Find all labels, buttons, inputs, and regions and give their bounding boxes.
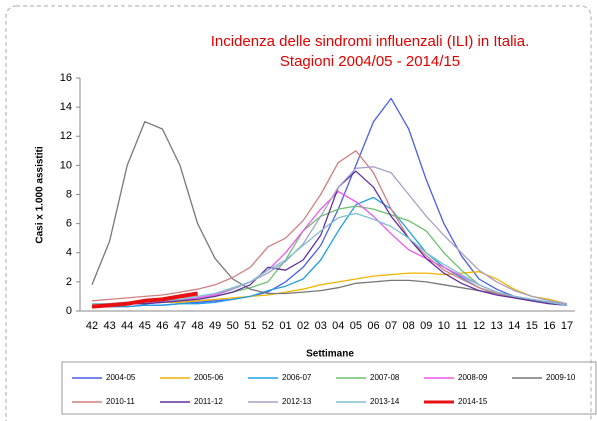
series-line (92, 212, 568, 306)
legend-label: 2012-13 (282, 397, 312, 406)
series-line (91, 150, 568, 306)
x-tick-label: 02 (297, 320, 309, 332)
y-axis-title: Casi x 1.000 assistiti (35, 146, 46, 244)
legend-label: 2009-10 (546, 373, 576, 382)
y-tick-label: 2 (66, 276, 72, 288)
chart-title: Incidenza delle sindromi influenzali (IL… (211, 33, 530, 50)
x-tick-label: 17 (561, 320, 573, 332)
x-tick-label: 06 (367, 320, 379, 332)
x-tick-label: 14 (508, 320, 520, 332)
x-tick-label: 09 (420, 320, 432, 332)
y-tick-label: 12 (60, 130, 72, 142)
x-tick-label: 47 (174, 320, 186, 332)
x-tick-label: 46 (156, 320, 168, 332)
legend-label: 2010-11 (106, 397, 135, 406)
x-tick-label: 43 (103, 320, 115, 332)
x-tick-label: 10 (438, 320, 450, 332)
x-tick-label: 50 (227, 320, 239, 332)
x-tick-label: 04 (332, 320, 344, 332)
x-axis-title: Settimane (306, 349, 354, 360)
legend-label: 2008-09 (458, 373, 488, 382)
frame (5, 5, 592, 421)
x-tick-label: 48 (191, 320, 203, 332)
legend-label: 2005-06 (194, 373, 224, 382)
legend-label: 2014-15 (458, 397, 488, 406)
y-tick-label: 14 (60, 101, 72, 113)
x-tick-label: 15 (526, 320, 538, 332)
x-tick-label: 16 (543, 320, 555, 332)
x-tick-label: 12 (473, 320, 485, 332)
y-tick-label: 8 (66, 188, 72, 200)
legend-label: 2011-12 (194, 397, 223, 406)
series-line (91, 291, 198, 309)
x-tick-label: 11 (456, 320, 467, 332)
x-tick-label: 08 (403, 320, 415, 332)
series-line (92, 196, 568, 308)
legend-label: 2013-14 (370, 397, 400, 406)
x-tick-label: 42 (86, 320, 98, 332)
x-tick-label: 51 (244, 320, 256, 332)
x-tick-label: 44 (121, 320, 133, 332)
y-tick-label: 0 (66, 305, 72, 317)
series-line (92, 205, 568, 306)
legend-box (61, 361, 597, 415)
legend-label: 2004-05 (106, 373, 136, 382)
series-line (92, 170, 568, 306)
series-line (91, 121, 568, 306)
legend-label: 2007-08 (370, 373, 400, 382)
chart-title: Stagioni 2004/05 - 2014/15 (280, 53, 460, 70)
legend-label: 2006-07 (282, 373, 312, 382)
x-tick-label: 03 (315, 320, 327, 332)
y-tick-label: 4 (66, 247, 72, 259)
x-tick-label: 49 (209, 320, 221, 332)
y-tick-label: 10 (60, 159, 72, 171)
x-tick-label: 01 (279, 320, 291, 332)
x-tick-label: 05 (350, 320, 362, 332)
x-tick-label: 07 (385, 320, 397, 332)
y-tick-label: 16 (60, 72, 72, 84)
x-tick-label: 52 (262, 320, 274, 332)
x-tick-label: 13 (491, 320, 503, 332)
y-tick-label: 6 (66, 218, 72, 230)
x-tick-label: 45 (139, 320, 151, 332)
